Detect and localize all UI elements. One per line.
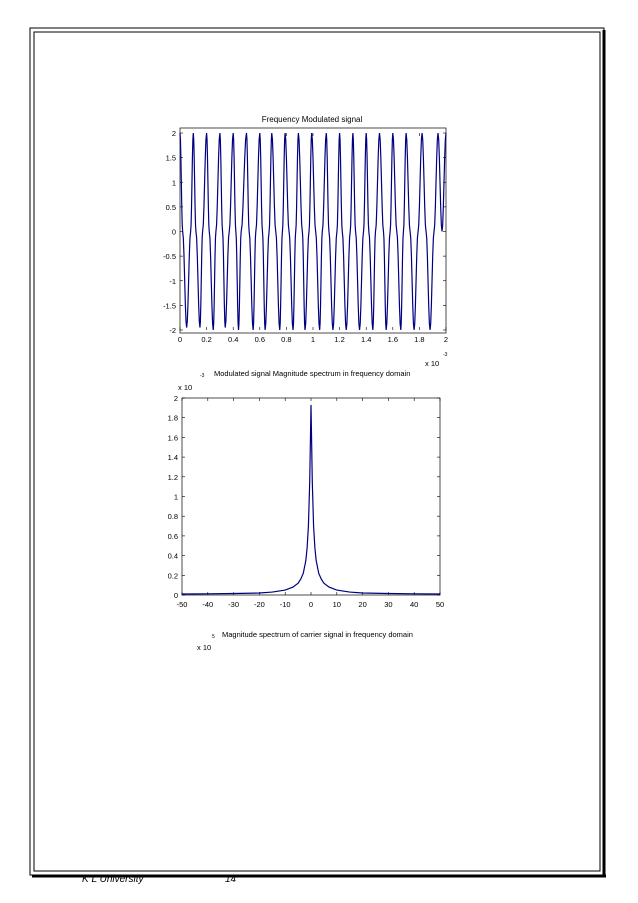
footer-university: K L University [82, 874, 144, 885]
x-multiplier-exponent: -3 [443, 352, 448, 358]
y-tick-label: 0.6 [168, 532, 178, 541]
x-tick-label: 0.6 [255, 335, 265, 344]
chart-caption: Modulated signal Magnitude spectrum in f… [214, 369, 411, 378]
y-tick-label: -0.5 [163, 252, 176, 261]
y-tick-label: 1.8 [168, 414, 178, 423]
chart-caption: Magnitude spectrum of carrier signal in … [222, 630, 413, 639]
footer-page-number: 14 [225, 874, 237, 885]
x-tick-label: 20 [358, 600, 366, 609]
y-tick-label: 0.5 [166, 203, 176, 212]
x-tick-label: 1.6 [388, 335, 398, 344]
x-tick-label: 1.8 [414, 335, 424, 344]
x-tick-label: 50 [436, 600, 444, 609]
y-tick-label: 1.2 [168, 473, 178, 482]
x-tick-label: 1.4 [361, 335, 371, 344]
x-tick-label: 40 [410, 600, 418, 609]
y-tick-label: 1.5 [166, 154, 176, 163]
x-tick-label: 10 [333, 600, 341, 609]
x-tick-label: -30 [228, 600, 239, 609]
x-tick-label: 0 [309, 600, 313, 609]
x-tick-label: -10 [280, 600, 291, 609]
x-tick-label: 30 [384, 600, 392, 609]
x-tick-label: 0.8 [281, 335, 291, 344]
y-tick-label: -2 [169, 326, 176, 335]
y-axis: 2 1.5 1 0.5 0 -0.5 -1 -1.5 -2 [163, 129, 446, 335]
y-tick-label: 0 [174, 591, 178, 600]
y-axis: 2 1.8 1.6 1.4 1.2 1 0.8 0.6 0.4 0.2 0 [168, 394, 440, 600]
y-tick-label: 0.8 [168, 512, 178, 521]
chart-title: Frequency Modulated signal [262, 115, 363, 124]
x-tick-label: 0.2 [201, 335, 211, 344]
caption-multiplier: x 10 [197, 643, 212, 652]
series-line [181, 404, 441, 595]
x-tick-label: -40 [202, 600, 213, 609]
y-tick-label: -1 [169, 277, 176, 286]
spectrum-chart: 2 1.8 1.6 1.4 1.2 1 0.8 0.6 0.4 0.2 0 -50 -40 -30 -20… [168, 383, 445, 609]
x-tick-label: 0 [178, 335, 182, 344]
y-tick-label: 1 [172, 178, 176, 187]
x-tick-label: 0.4 [228, 335, 238, 344]
y-tick-label: -1.5 [163, 301, 176, 310]
y-tick-label: 0.4 [168, 552, 178, 561]
x-tick-label: -50 [177, 600, 188, 609]
y-multiplier: x 10 [178, 383, 192, 392]
x-multiplier: x 10 [425, 359, 439, 368]
caption-superscript: 5 [212, 634, 215, 640]
y-tick-label: 0.2 [168, 571, 178, 580]
caption-superscript: -3 [200, 373, 205, 379]
x-axis: -50 -40 -30 -20 -10 0 10 20 30 40 50 [177, 398, 444, 609]
y-tick-label: 1.6 [168, 433, 178, 442]
y-tick-label: 2 [172, 129, 176, 138]
y-tick-label: 0 [172, 228, 176, 237]
x-tick-label: 1 [311, 335, 315, 344]
x-tick-label: 1.2 [334, 335, 344, 344]
y-tick-label: 1 [174, 493, 178, 502]
y-tick-label: 2 [174, 394, 178, 403]
fm-signal-chart: Frequency Modulated signal 2 1.5 1 0.5 0 -0.5… [163, 115, 448, 368]
y-tick-label: 1.4 [168, 453, 178, 462]
series-line [179, 132, 447, 331]
x-tick-label: -20 [254, 600, 265, 609]
x-tick-label: 2 [444, 335, 448, 344]
page-border-inner [33, 31, 601, 872]
